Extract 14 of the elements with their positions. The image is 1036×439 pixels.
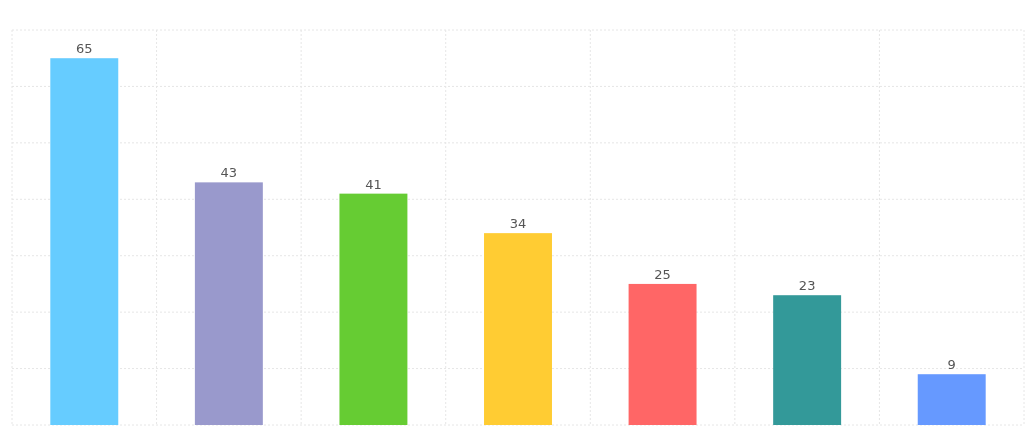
bar <box>773 295 842 425</box>
bar <box>50 58 119 425</box>
data-label: 23 <box>798 278 816 294</box>
data-label: 9 <box>947 357 956 373</box>
data-label: 25 <box>654 266 671 282</box>
bar <box>484 233 552 425</box>
data-label: 41 <box>365 176 382 192</box>
bar <box>917 374 986 425</box>
bar <box>194 182 263 425</box>
data-label: 43 <box>220 165 238 181</box>
bar <box>628 283 697 425</box>
bar <box>339 193 408 425</box>
data-label: 65 <box>76 41 93 57</box>
data-label: 34 <box>509 216 527 232</box>
